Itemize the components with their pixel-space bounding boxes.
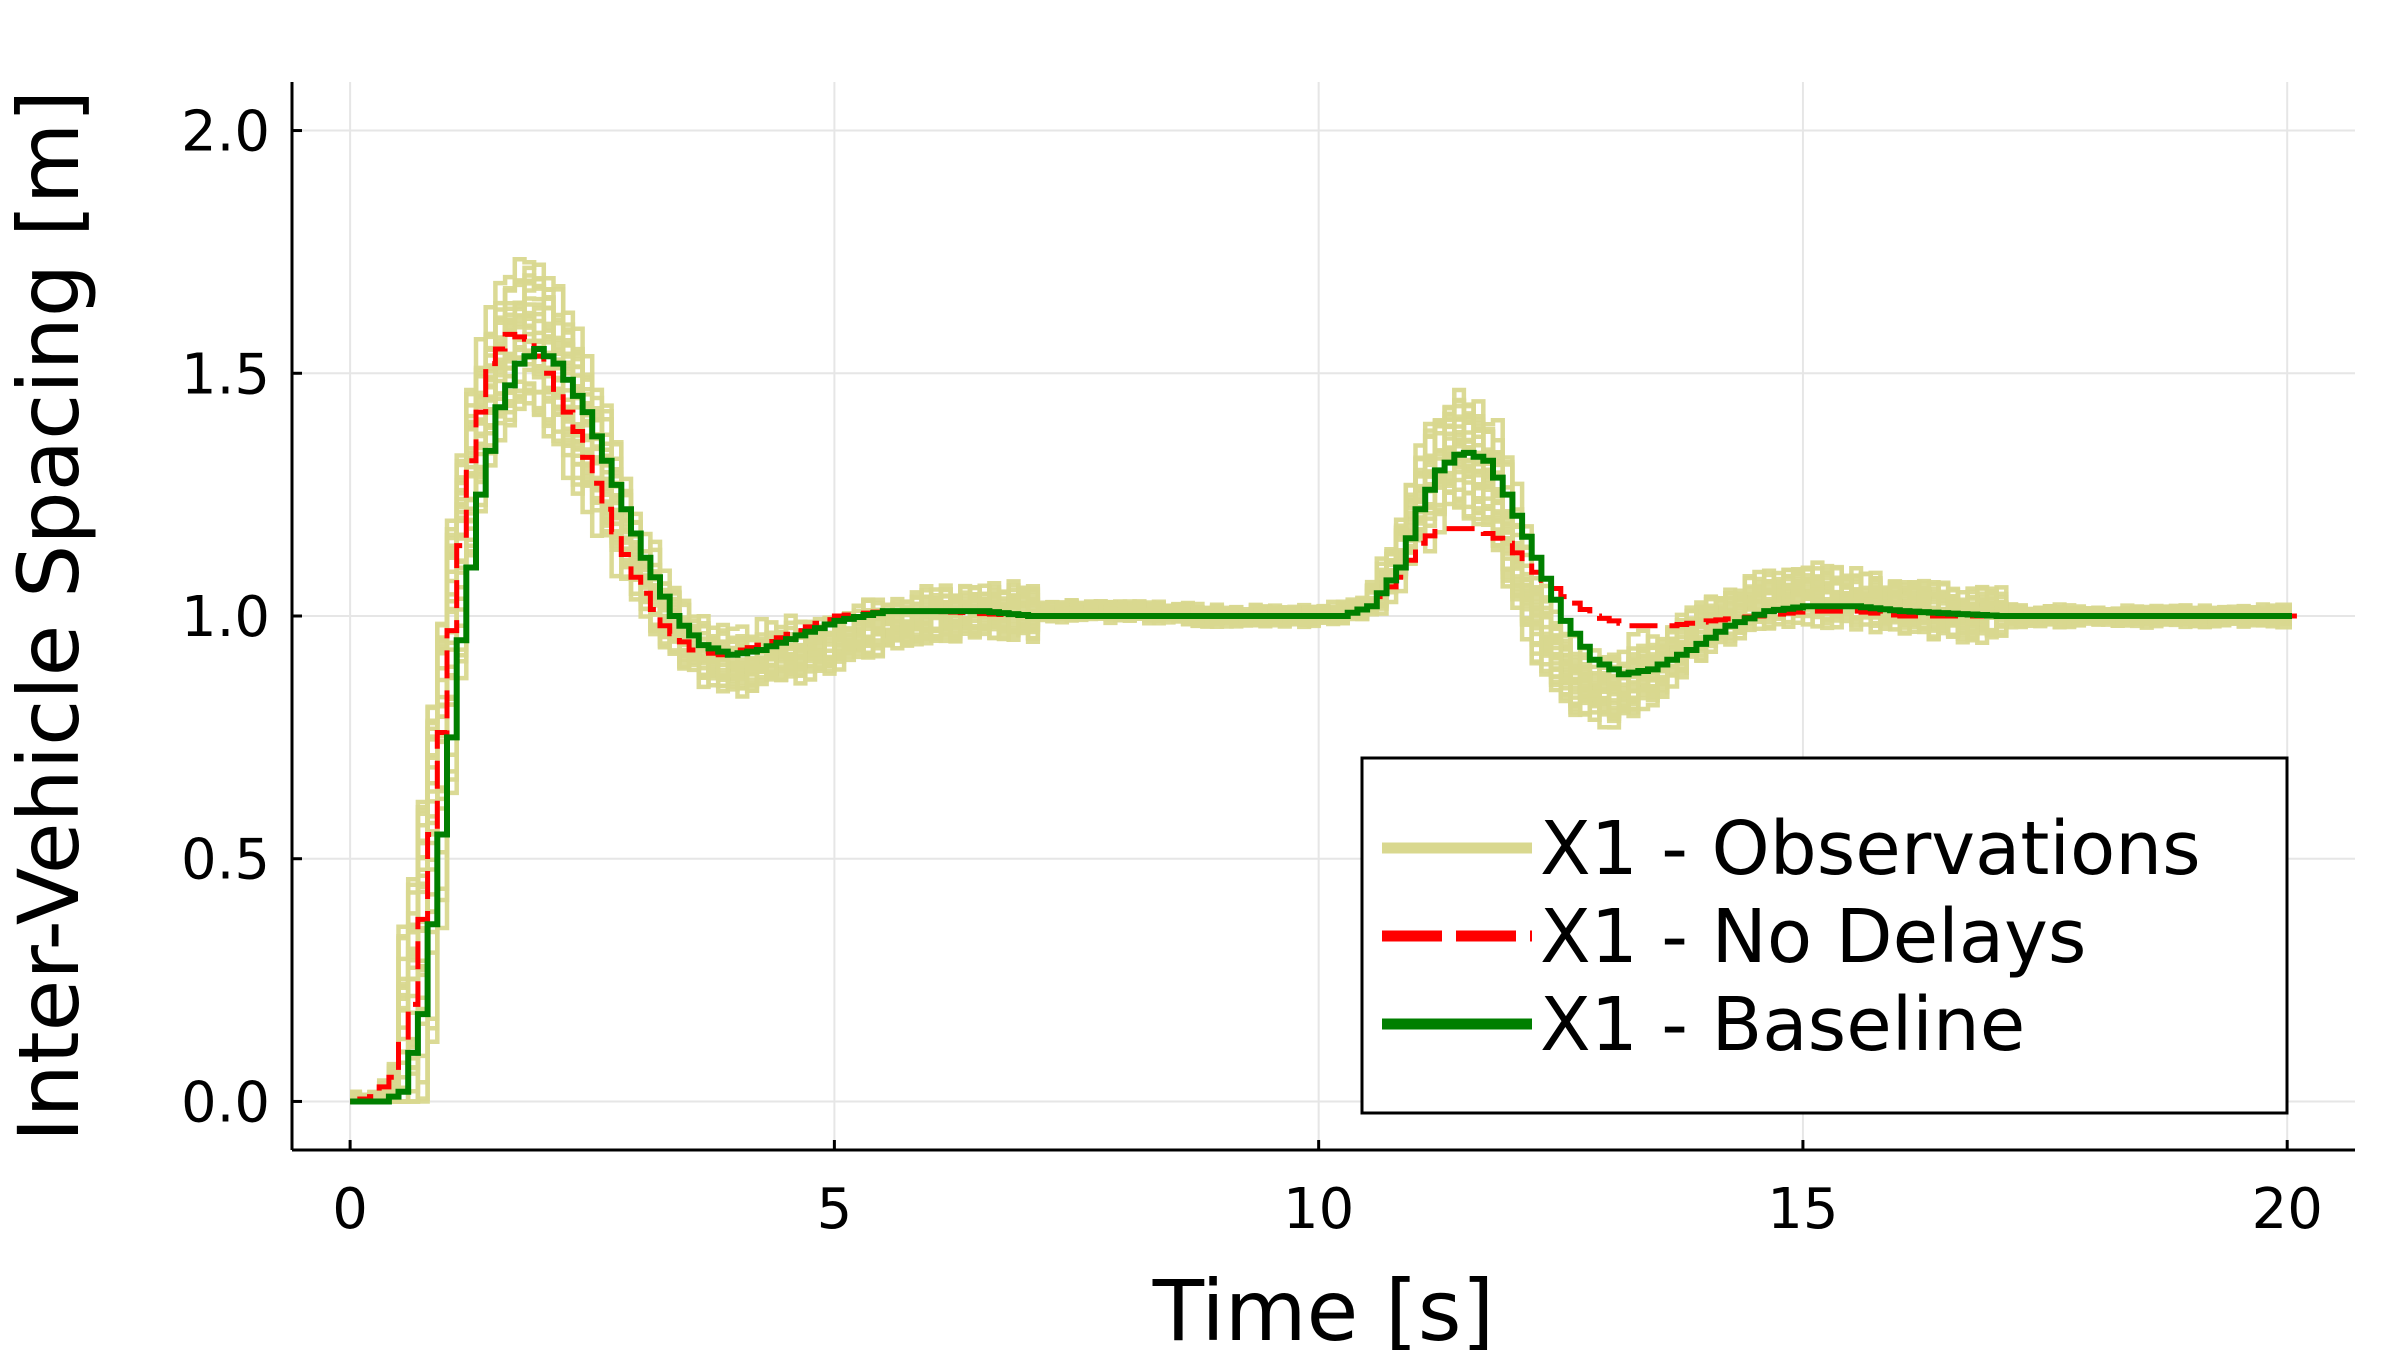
y-tick-label: 1.0 (181, 585, 270, 650)
tick-labels: 0 5 10 15 20 0.0 0.5 1.0 1.5 2.0 (181, 100, 2323, 1242)
axes (290, 82, 2355, 1152)
x-tick-label: 10 (1283, 1177, 1354, 1242)
y-tick-label: 0.0 (181, 1070, 270, 1135)
x-axis-title: Time [s] (1152, 1262, 1495, 1350)
y-axis-title: Inter-Vehicle Spacing [m] (0, 90, 98, 1143)
legend-label: X1 - Observations (1540, 806, 2201, 892)
y-tick-label: 0.5 (181, 828, 270, 893)
x-tick-label: 0 (332, 1177, 368, 1242)
y-tick-label: 1.5 (181, 342, 270, 407)
legend-label: X1 - No Delays (1540, 894, 2086, 980)
y-tick-label: 2.0 (181, 100, 270, 165)
model-series (350, 331, 2297, 1105)
baseline-line (350, 346, 2292, 1105)
legend-label: X1 - Baseline (1540, 982, 2025, 1068)
x-tick-label: 15 (1767, 1177, 1838, 1242)
legend-box (1360, 756, 2289, 1115)
x-tick-label: 20 (2252, 1177, 2323, 1242)
x-tick-label: 5 (817, 1177, 853, 1242)
